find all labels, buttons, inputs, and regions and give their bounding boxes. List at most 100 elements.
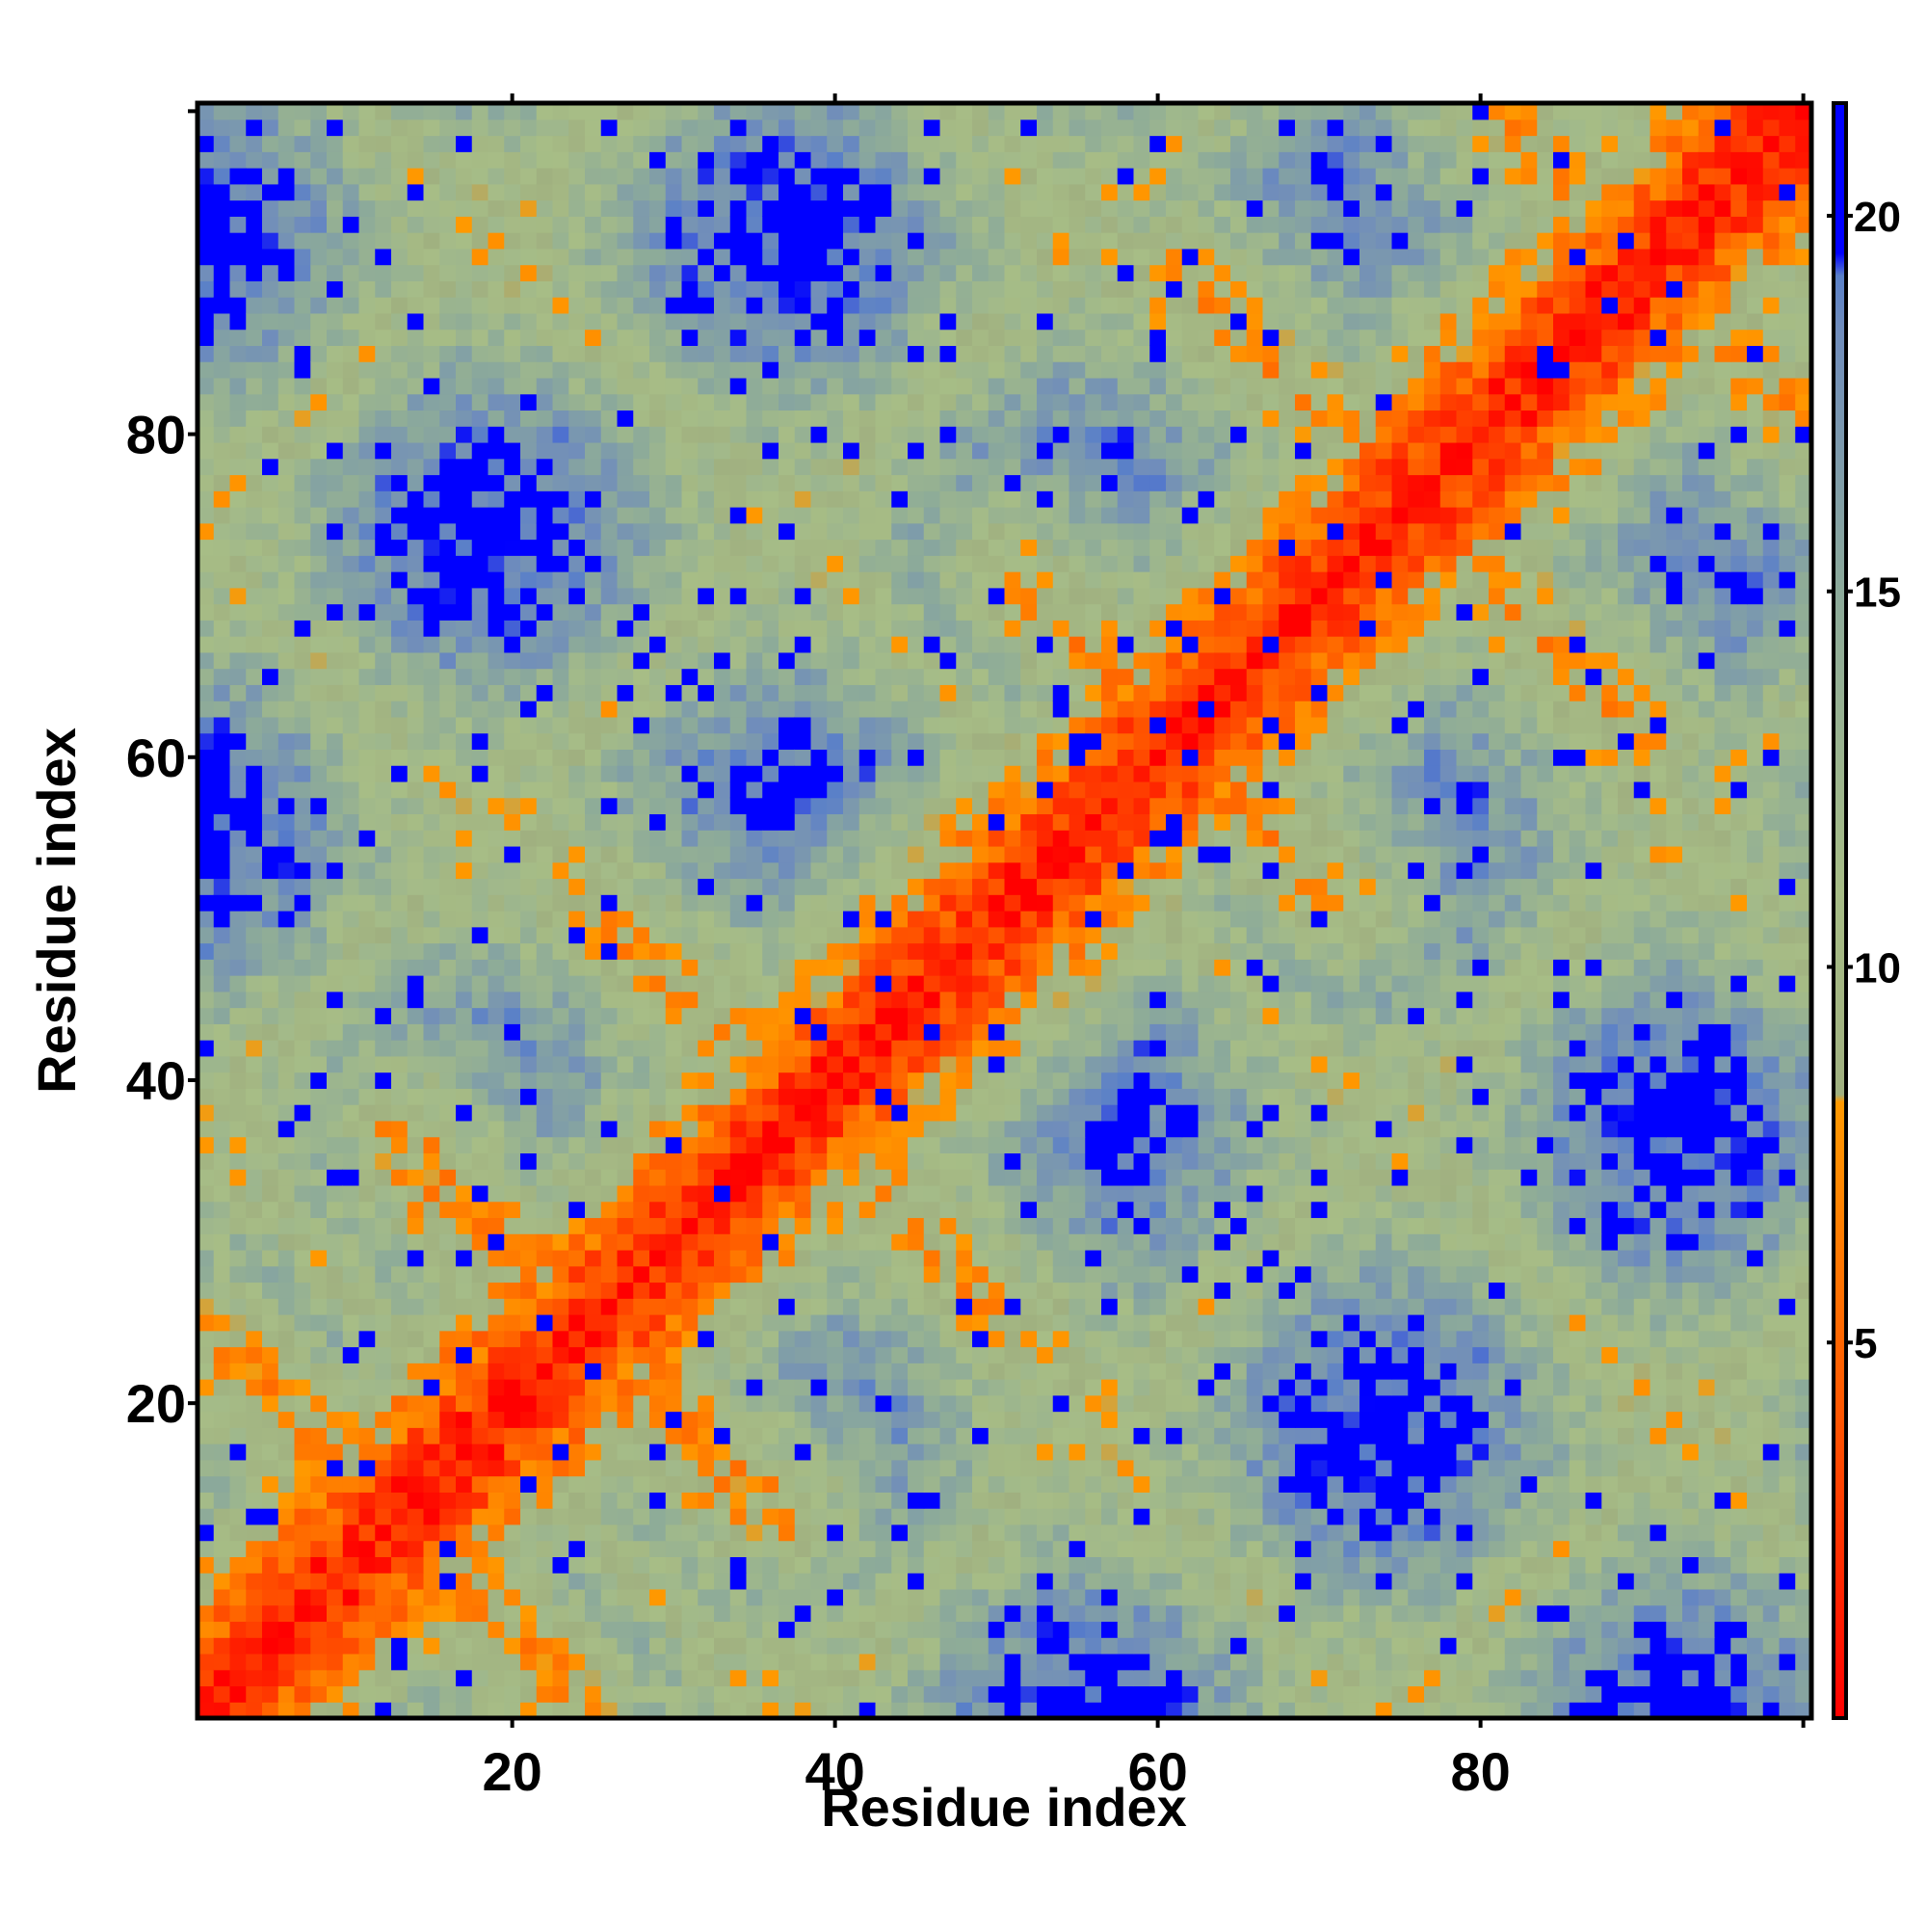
heatmap-cell	[553, 1314, 569, 1331]
heatmap-cell	[1618, 1541, 1634, 1557]
heatmap-cell	[568, 798, 585, 814]
heatmap-cell	[456, 1427, 472, 1443]
heatmap-cell	[262, 1654, 278, 1670]
heatmap-cell	[891, 1412, 908, 1428]
heatmap-cell	[940, 1460, 957, 1476]
heatmap-cell	[1053, 1427, 1069, 1443]
heatmap-cell	[682, 1363, 699, 1379]
heatmap-cell	[1020, 1524, 1037, 1541]
heatmap-cell	[456, 1670, 472, 1686]
heatmap-cell	[843, 1605, 859, 1622]
heatmap-cell	[246, 927, 262, 943]
heatmap-cell	[714, 1363, 730, 1379]
heatmap-cell	[198, 1654, 214, 1670]
heatmap-cell	[618, 232, 634, 249]
heatmap-cell	[327, 265, 343, 281]
heatmap-cell	[1295, 1637, 1311, 1654]
heatmap-cell	[1166, 1508, 1182, 1524]
heatmap-cell	[343, 878, 359, 894]
heatmap-cell	[682, 1556, 699, 1573]
heatmap-cell	[1199, 1573, 1215, 1589]
heatmap-cell	[1101, 1266, 1118, 1283]
heatmap-cell	[585, 103, 601, 119]
heatmap-cell	[408, 426, 424, 442]
heatmap-cell	[391, 1008, 408, 1024]
heatmap-cell	[310, 636, 327, 652]
heatmap-cell	[1005, 1670, 1021, 1686]
heatmap-cell	[843, 1573, 859, 1589]
heatmap-cell	[1328, 1314, 1344, 1331]
heatmap-cell	[472, 1460, 488, 1476]
heatmap-cell	[310, 1233, 327, 1250]
heatmap-cell	[1199, 1331, 1215, 1347]
heatmap-cell	[698, 1379, 714, 1395]
heatmap-cell	[488, 1347, 505, 1363]
heatmap-cell	[585, 1492, 601, 1508]
heatmap-cell	[520, 1685, 537, 1702]
heatmap-cell	[262, 1040, 278, 1056]
heatmap-cell	[827, 1460, 843, 1476]
heatmap-cell	[811, 1266, 828, 1283]
heatmap-cell	[343, 1363, 359, 1379]
heatmap-cell	[278, 1040, 295, 1056]
heatmap-cell	[940, 1412, 957, 1428]
heatmap-cell	[649, 1169, 666, 1185]
heatmap-cell	[439, 1492, 456, 1508]
heatmap-cell	[343, 1605, 359, 1622]
heatmap-cell	[520, 588, 537, 604]
heatmap-cell	[956, 1412, 972, 1428]
heatmap-cell	[1328, 1379, 1344, 1395]
heatmap-cell	[278, 1072, 295, 1089]
heatmap-cell	[940, 1654, 957, 1670]
heatmap-cell	[1214, 1508, 1230, 1524]
heatmap-cell	[359, 378, 376, 394]
heatmap-cell	[520, 119, 537, 136]
heatmap-cell	[633, 1685, 649, 1702]
heatmap-cell	[762, 1637, 779, 1654]
heatmap-cell	[1586, 1670, 1602, 1686]
heatmap-cell	[1763, 1379, 1780, 1395]
heatmap-cell	[537, 1250, 553, 1266]
heatmap-cell	[795, 1654, 811, 1670]
heatmap-cell	[1020, 1443, 1037, 1460]
heatmap-cell	[1134, 1589, 1150, 1605]
heatmap-cell	[1440, 1476, 1457, 1493]
heatmap-cell	[391, 992, 408, 1008]
heatmap-cell	[633, 410, 649, 426]
heatmap-cell	[488, 184, 505, 200]
heatmap-cell	[262, 297, 278, 313]
heatmap-cell	[1118, 1670, 1134, 1686]
heatmap-cell	[424, 1233, 440, 1250]
heatmap-cell	[553, 588, 569, 604]
heatmap-cell	[762, 1476, 779, 1493]
heatmap-cell	[1634, 1443, 1650, 1460]
heatmap-cell	[408, 571, 424, 588]
heatmap-cell	[359, 862, 376, 879]
heatmap-cell	[310, 684, 327, 701]
heatmap-cell	[1553, 1412, 1570, 1428]
heatmap-cell	[601, 136, 618, 152]
heatmap-cell	[295, 749, 311, 765]
heatmap-cell	[278, 571, 295, 588]
heatmap-cell	[262, 442, 278, 459]
heatmap-cell	[295, 136, 311, 152]
heatmap-cell	[408, 1008, 424, 1024]
heatmap-cell	[246, 1202, 262, 1218]
heatmap-cell	[1053, 1670, 1069, 1686]
heatmap-cell	[1311, 1314, 1328, 1331]
heatmap-cell	[375, 1654, 391, 1670]
heatmap-cell	[1230, 1589, 1247, 1605]
heatmap-cell	[1392, 1654, 1409, 1670]
heatmap-cell	[585, 184, 601, 200]
heatmap-cell	[1457, 1556, 1473, 1573]
heatmap-cell	[1311, 1476, 1328, 1493]
heatmap-cell	[553, 1331, 569, 1347]
heatmap-cell	[666, 1654, 682, 1670]
heatmap-cell	[1763, 1427, 1780, 1443]
heatmap-cell	[295, 1412, 311, 1428]
heatmap-cell	[1295, 1670, 1311, 1686]
heatmap-cell	[1715, 1654, 1731, 1670]
heatmap-cell	[214, 459, 230, 475]
heatmap-cell	[1118, 1427, 1134, 1443]
heatmap-cell	[246, 911, 262, 927]
